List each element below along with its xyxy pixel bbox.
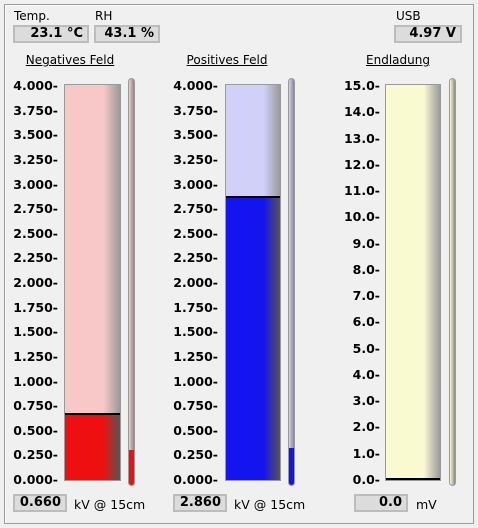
tick-label: 1.000-: [13, 373, 58, 389]
tick-label: 1.750-: [13, 299, 58, 315]
tick-label: 3.500-: [13, 127, 58, 143]
unit-label: mV: [416, 497, 437, 512]
rh-readout: 43.1 %: [94, 25, 160, 43]
gauge-title: Endladung: [366, 53, 430, 67]
tick-label: 4.000-: [13, 78, 58, 93]
tick-label: 0.0-: [352, 472, 380, 487]
tick-label: 2.500-: [13, 225, 58, 241]
thin-indicator-fill: [129, 450, 134, 485]
tick-label: 1.0-: [352, 445, 380, 461]
gauge-title: Negatives Feld: [25, 53, 115, 67]
field-bar: [225, 84, 281, 481]
tick-label: 12.0-: [343, 156, 380, 172]
tick-label: 11.0-: [343, 183, 380, 199]
tick-label: 1.000-: [173, 373, 218, 389]
temp-label: Temp.: [14, 9, 50, 23]
tick-label: 3.250-: [173, 151, 218, 167]
field-bar-fill: [226, 196, 280, 480]
discharge-bar: [385, 84, 441, 481]
thin-indicator: [128, 78, 135, 486]
tick-label: 9.0-: [352, 235, 380, 251]
value-readout: 0.0: [354, 494, 408, 512]
tick-label: 1.250-: [173, 348, 218, 364]
tick-label: 3.250-: [13, 151, 58, 167]
tick-label: 1.500-: [13, 324, 58, 340]
field-bar: [64, 84, 121, 481]
thin-indicator-fill: [289, 448, 294, 485]
tick-label: 1.750-: [173, 299, 218, 315]
tick-label: 2.500-: [173, 225, 218, 241]
usb-label: USB: [396, 9, 421, 23]
value-readout: 2.860: [173, 494, 227, 512]
tick-label: 0.000-: [173, 472, 218, 487]
tick-label: 2.250-: [173, 250, 218, 266]
field-bar-fill: [65, 413, 120, 480]
tick-label: 10.0-: [343, 209, 380, 225]
tick-label: 2.000-: [13, 275, 58, 290]
tick-label: 0.000-: [13, 472, 58, 487]
rh-label: RH: [95, 9, 113, 23]
gauge-title: Positives Feld: [186, 53, 268, 67]
tick-label: 3.750-: [173, 102, 218, 118]
tick-label: 0.500-: [173, 422, 218, 438]
tick-label: 8.0-: [352, 261, 380, 277]
tick-label: 3.750-: [13, 102, 58, 118]
tick-label: 3.000-: [173, 176, 218, 192]
tick-label: 2.750-: [13, 201, 58, 217]
tick-label: 2.000-: [173, 275, 218, 290]
tick-label: 0.750-: [173, 398, 218, 414]
tick-label: 14.0-: [343, 104, 380, 120]
thin-indicator: [449, 78, 456, 486]
value-readout: 0.660: [13, 494, 67, 512]
panel-frame: [4, 4, 474, 524]
tick-label: 2.750-: [173, 201, 218, 217]
tick-label: 3.0-: [352, 393, 380, 409]
tick-label: 2.250-: [13, 250, 58, 266]
tick-label: 1.250-: [13, 348, 58, 364]
tick-label: 0.250-: [173, 447, 218, 463]
discharge-bar-fill: [386, 478, 440, 480]
usb-readout: 4.97 V: [394, 25, 462, 43]
unit-label: kV @ 15cm: [234, 497, 306, 512]
tick-label: 6.0-: [352, 314, 380, 330]
tick-label: 3.500-: [173, 127, 218, 143]
tick-label: 2.0-: [352, 419, 380, 435]
tick-label: 4.0-: [352, 366, 380, 382]
tick-label: 4.000-: [173, 78, 218, 93]
tick-label: 3.000-: [13, 176, 58, 192]
tick-label: 7.0-: [352, 288, 380, 304]
tick-label: 0.500-: [13, 422, 58, 438]
tick-label: 0.250-: [13, 447, 58, 463]
thin-indicator: [288, 78, 295, 486]
tick-label: 13.0-: [343, 130, 380, 146]
tick-label: 1.500-: [173, 324, 218, 340]
tick-label: 15.0-: [343, 78, 380, 93]
unit-label: kV @ 15cm: [74, 497, 146, 512]
temp-readout: 23.1 °C: [13, 25, 89, 43]
tick-label: 0.750-: [13, 398, 58, 414]
tick-label: 5.0-: [352, 340, 380, 356]
